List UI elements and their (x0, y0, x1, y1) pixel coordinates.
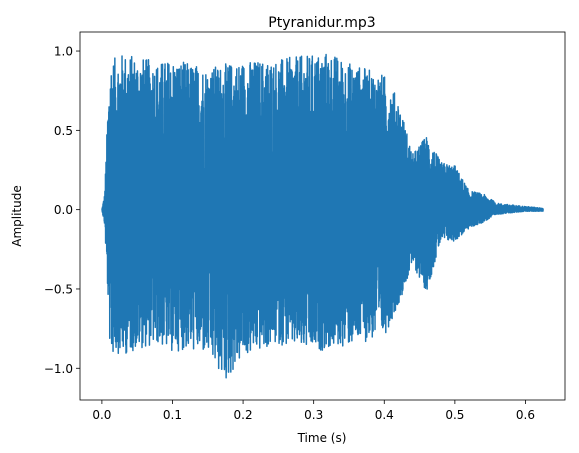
chart-title: Ptyranidur.mp3 (268, 15, 375, 31)
x-tick-label: 0.6 (516, 408, 535, 422)
x-axis-ticks: 0.0 0.1 0.2 0.3 0.4 0.5 0.6 (92, 400, 535, 422)
waveform-line (101, 53, 544, 379)
axes-frame (79, 31, 566, 401)
y-tick-label: 1.0 (54, 45, 73, 59)
x-tick-label: 0.4 (375, 408, 394, 422)
x-tick-label: 0.3 (304, 408, 323, 422)
y-axis-ticks: −1.0 −0.5 0.0 0.5 1.0 (44, 45, 80, 376)
x-axis-label: Time (s) (297, 431, 347, 445)
y-tick-label: 0.5 (54, 124, 73, 138)
y-axis-label: Amplitude (10, 185, 24, 247)
x-tick-label: 0.0 (92, 408, 111, 422)
x-tick-label: 0.5 (445, 408, 464, 422)
x-tick-label: 0.2 (234, 408, 253, 422)
y-tick-label: −0.5 (44, 282, 73, 296)
plot-area (79, 31, 566, 401)
y-tick-label: 0.0 (54, 203, 73, 217)
x-tick-label: 0.1 (163, 408, 182, 422)
y-tick-label: −1.0 (44, 362, 73, 376)
